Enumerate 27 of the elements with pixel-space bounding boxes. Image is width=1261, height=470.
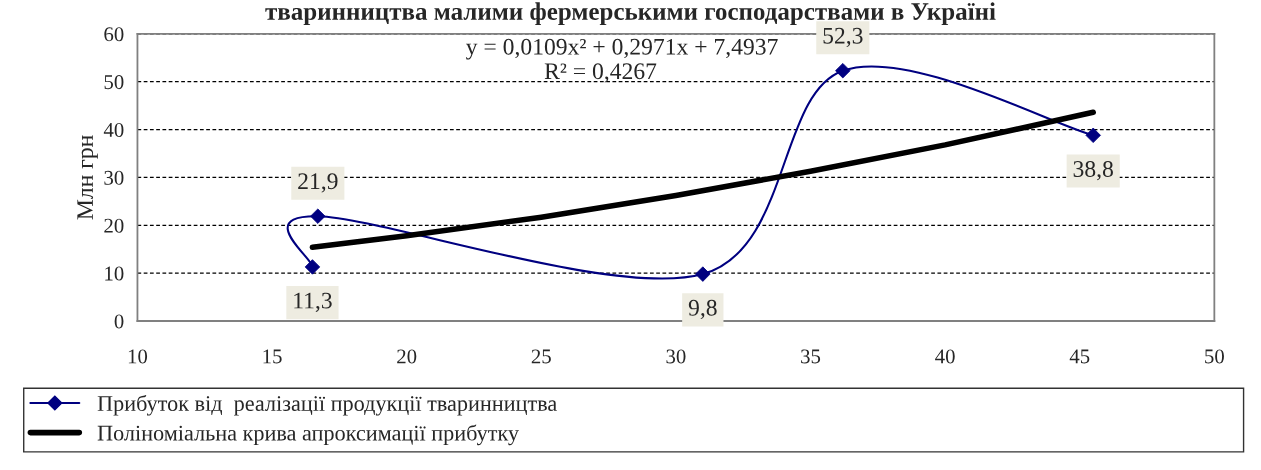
x-tick-label: 15: [263, 349, 282, 364]
x-tick-label: 35: [801, 349, 821, 364]
data-label: 9,8: [688, 299, 717, 320]
x-tick-label: 30: [666, 349, 686, 364]
y-tick-label: 40: [103, 122, 124, 137]
annotation: R² = 0,4267: [544, 63, 657, 83]
data-label: 38,8: [1073, 160, 1113, 181]
data-label: 21,9: [298, 173, 338, 193]
y-tick-label: 0: [114, 314, 124, 329]
y-tick-label: 10: [105, 266, 124, 281]
y-tick-label: 60: [104, 27, 124, 42]
x-tick-label: 25: [531, 349, 551, 364]
x-tick-label: 10: [128, 349, 148, 364]
y-tick-label: 20: [104, 218, 124, 233]
legend-label: Прибуток від реалізації продукції тваринництва: [97, 394, 557, 416]
x-tick-label: 45: [1069, 349, 1090, 364]
y-tick-label: 50: [104, 75, 124, 90]
x-tick-label: 50: [1205, 349, 1224, 364]
x-tick-label: 40: [935, 349, 955, 364]
legend-label: Поліноміальна крива апроксимації прибутку: [97, 424, 519, 446]
chart-title: тваринництва малими фермерськими господарствами в Україні: [265, 2, 996, 26]
y-axis-title: Млн грн: [77, 135, 98, 220]
data-label: 11,3: [294, 292, 332, 312]
data-label: 52,3: [823, 27, 863, 48]
x-tick-label: 20: [397, 349, 417, 364]
y-tick-label: 30: [104, 170, 124, 185]
annotation: y = 0,0109x² + 0,2971x + 7,4937: [466, 38, 778, 60]
